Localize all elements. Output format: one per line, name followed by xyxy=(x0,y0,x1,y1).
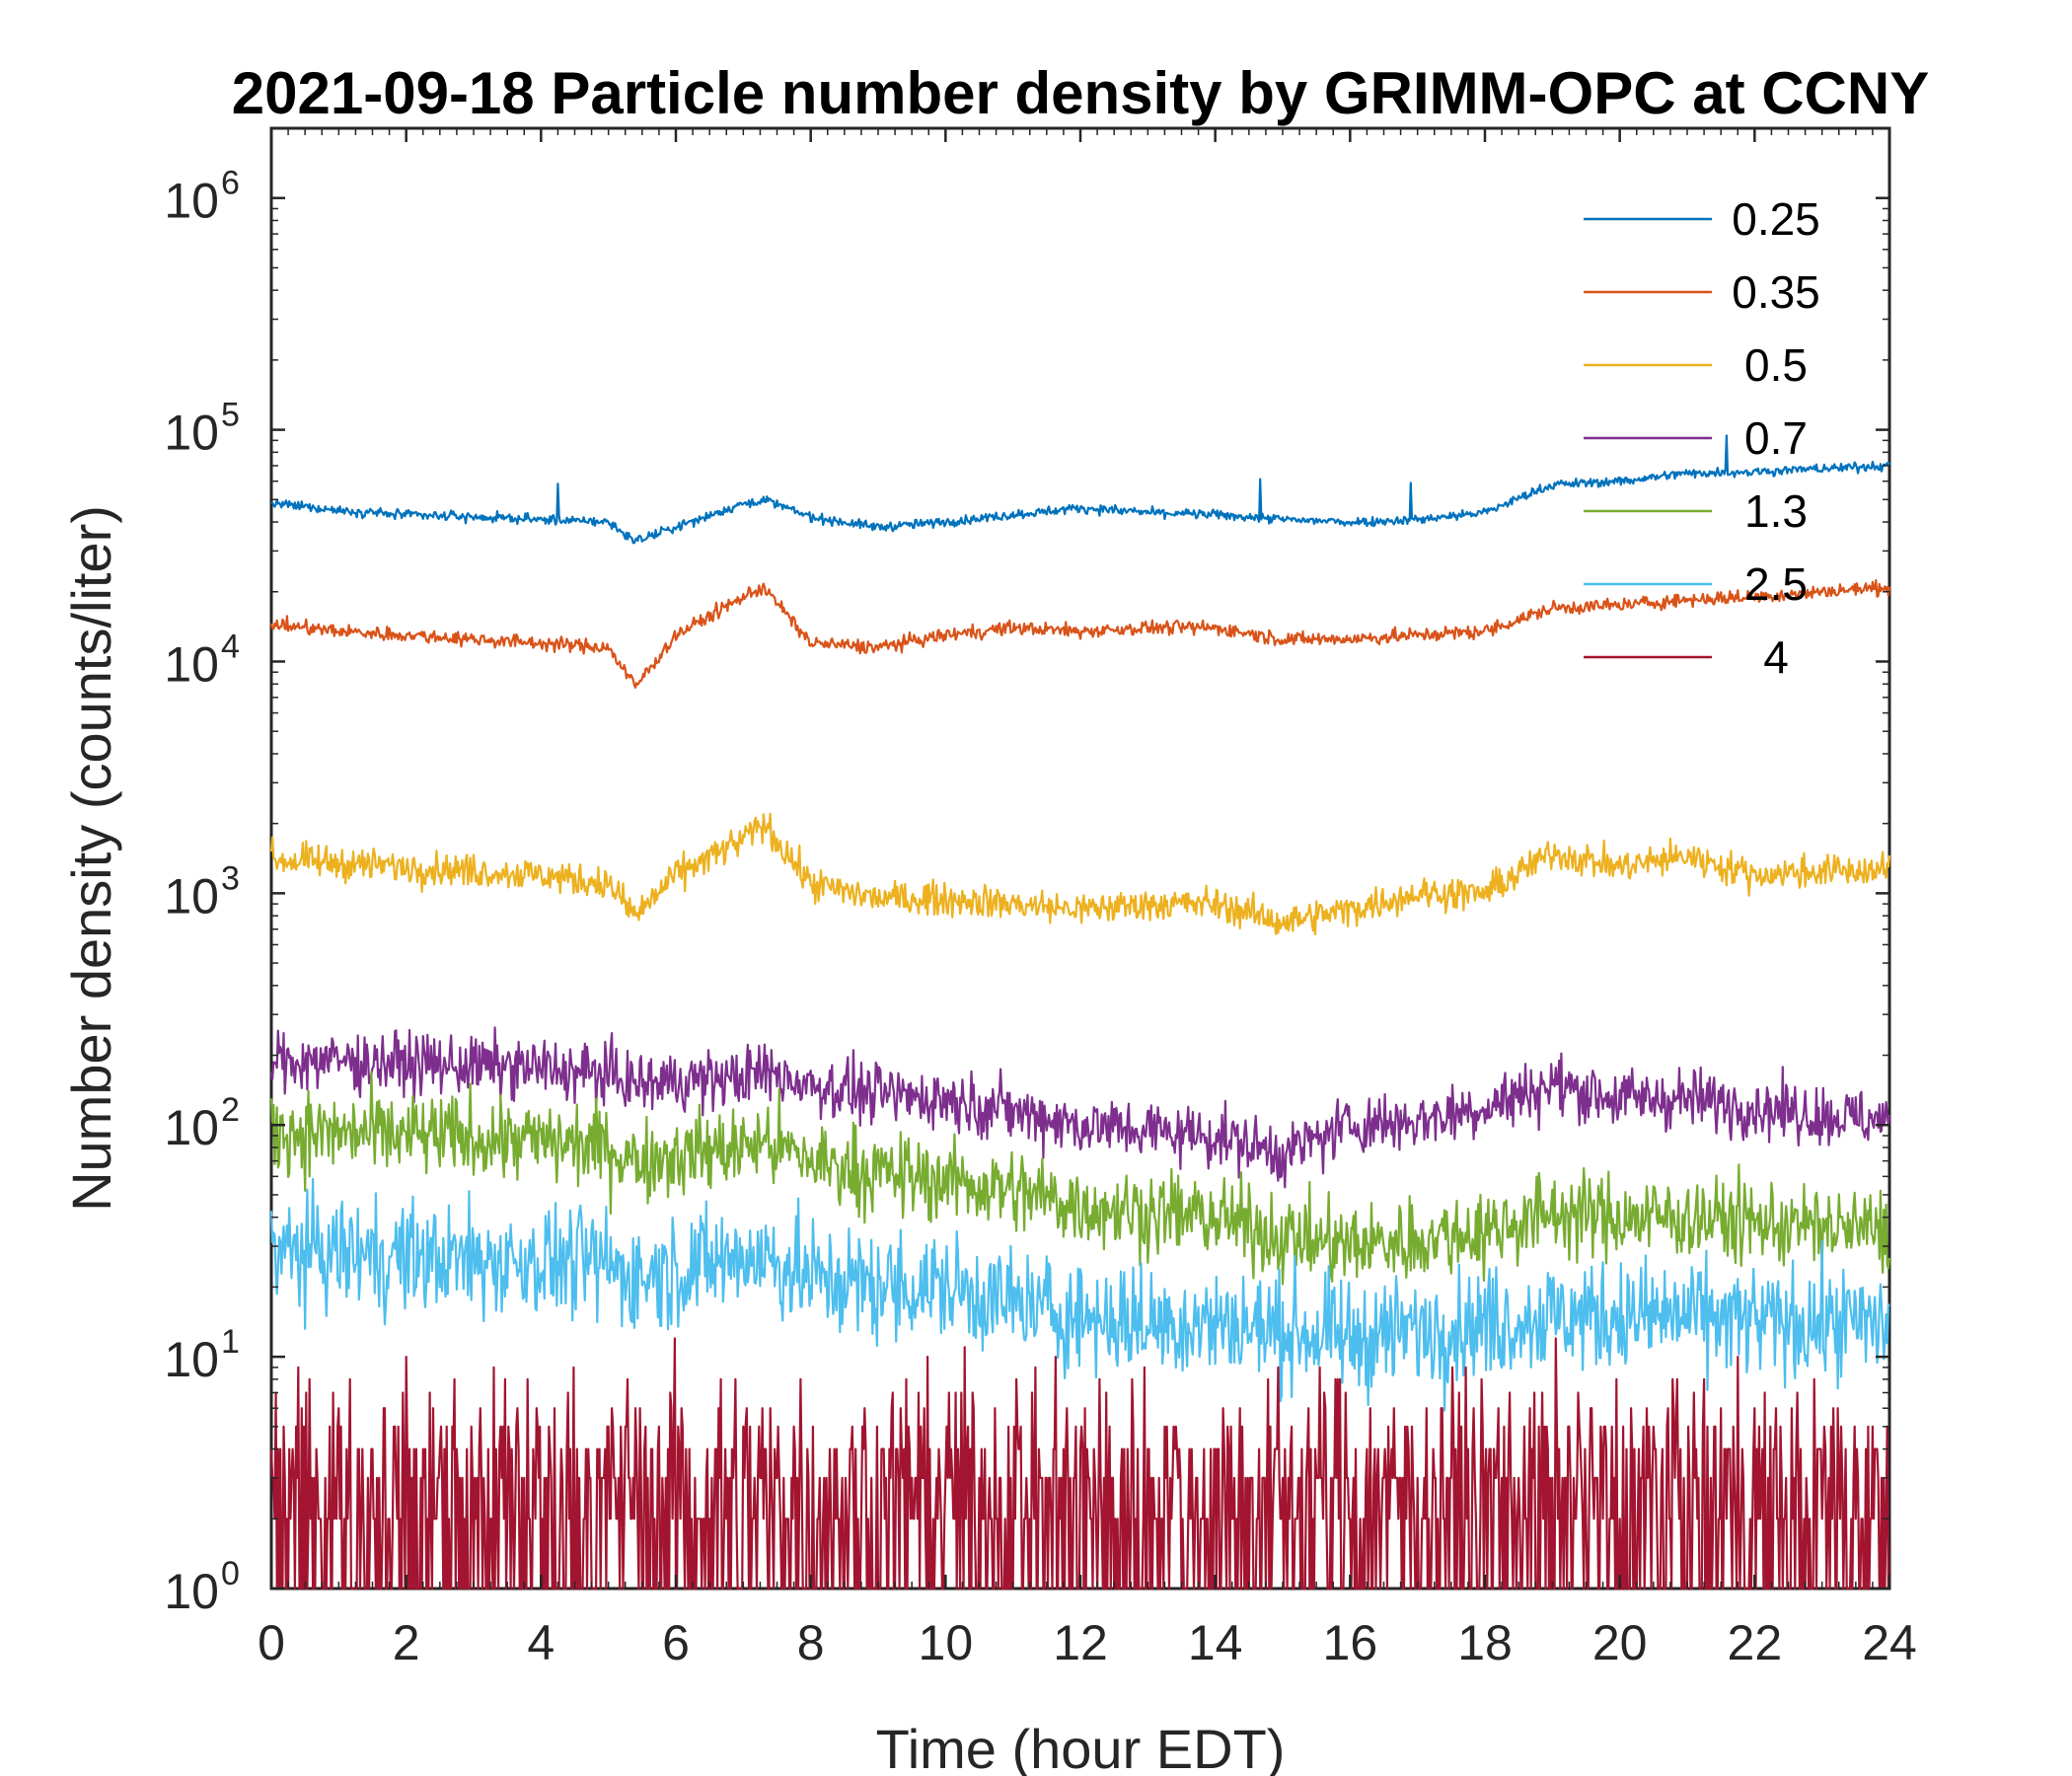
y-tick-base: 10 xyxy=(164,636,219,692)
legend-item: 4 xyxy=(1584,631,1789,683)
x-tick-labels: 0 2 4 6 8 10 12 14 16 18 20 22 24 xyxy=(258,1615,1917,1670)
y-tick-base: 10 xyxy=(164,868,219,924)
x-tick-label: 24 xyxy=(1862,1615,1917,1670)
x-tick-label: 4 xyxy=(527,1615,555,1670)
y-tick-exponent: 1 xyxy=(221,1323,240,1361)
y-tick-exponent: 6 xyxy=(221,165,240,202)
legend-label: 4 xyxy=(1763,631,1789,683)
series-line-0-35 xyxy=(269,579,1891,689)
legend-label: 0.7 xyxy=(1744,412,1808,464)
legend-label: 0.35 xyxy=(1732,266,1820,318)
legend-item: 0.5 xyxy=(1584,339,1808,391)
legend-item: 0.7 xyxy=(1584,412,1808,464)
x-tick-label: 14 xyxy=(1188,1615,1243,1670)
legend-label: 0.5 xyxy=(1744,339,1808,391)
legend: 0.25 0.35 0.5 0.7 1.3 2.5 4 xyxy=(1584,193,1820,683)
ticks-layer xyxy=(269,127,1891,1591)
y-tick-label: 10 6 xyxy=(164,165,240,229)
legend-item: 2.5 xyxy=(1584,558,1808,610)
x-tick-label: 22 xyxy=(1728,1615,1783,1670)
x-tick-label: 8 xyxy=(797,1615,825,1670)
y-tick-exponent: 2 xyxy=(221,1091,240,1129)
y-tick-base: 10 xyxy=(164,1332,219,1387)
legend-item: 0.35 xyxy=(1584,266,1820,318)
y-tick-exponent: 0 xyxy=(221,1555,240,1592)
legend-label: 0.25 xyxy=(1732,193,1820,245)
legend-label: 2.5 xyxy=(1744,558,1808,610)
series-line-1-3 xyxy=(269,1071,1891,1286)
y-axis-label: Number density (counts/liter) xyxy=(60,505,122,1212)
series-line-2-5 xyxy=(269,1177,1890,1412)
y-tick-label: 10 4 xyxy=(164,628,240,692)
x-tick-label: 0 xyxy=(258,1615,285,1670)
x-tick-label: 10 xyxy=(919,1615,974,1670)
y-tick-exponent: 4 xyxy=(221,628,240,665)
y-tick-label: 10 3 xyxy=(164,859,240,924)
x-tick-label: 20 xyxy=(1592,1615,1648,1670)
legend-item: 1.3 xyxy=(1584,485,1808,537)
series-line-0-25 xyxy=(270,434,1891,545)
x-tick-label: 18 xyxy=(1457,1615,1513,1670)
y-tick-base: 10 xyxy=(164,406,219,461)
x-tick-label: 16 xyxy=(1323,1615,1378,1670)
y-tick-base: 10 xyxy=(164,1564,219,1619)
x-tick-label: 6 xyxy=(662,1615,690,1670)
x-axis-label: Time (hour EDT) xyxy=(876,1718,1286,1776)
series-line-0-7 xyxy=(269,1026,1891,1189)
y-tick-label: 10 1 xyxy=(164,1323,240,1387)
legend-item: 0.25 xyxy=(1584,193,1820,245)
y-tick-label: 10 0 xyxy=(164,1555,240,1619)
y-tick-label: 10 5 xyxy=(164,397,240,461)
plot-area xyxy=(269,126,1891,1591)
series-line-0-5 xyxy=(269,812,1891,935)
y-tick-base: 10 xyxy=(164,1100,219,1155)
y-tick-exponent: 3 xyxy=(221,859,240,897)
y-tick-label: 10 2 xyxy=(164,1091,240,1155)
y-tick-base: 10 xyxy=(164,174,219,229)
chart-title: 2021-09-18 Particle number density by GR… xyxy=(232,60,1930,126)
x-tick-label: 2 xyxy=(393,1615,420,1670)
y-tick-exponent: 5 xyxy=(221,397,240,434)
x-tick-label: 12 xyxy=(1053,1615,1108,1670)
legend-label: 1.3 xyxy=(1744,485,1808,537)
